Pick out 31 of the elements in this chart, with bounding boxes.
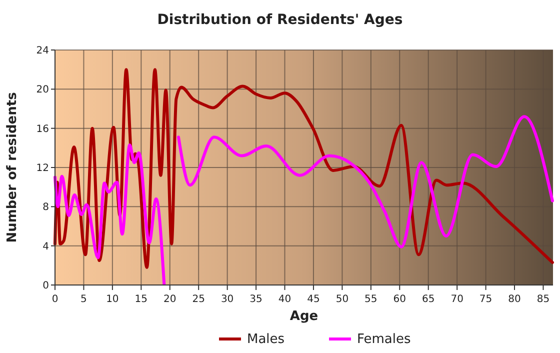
y-tick-label: 24 (36, 46, 49, 56)
line-series (54, 68, 554, 269)
x-axis-title: Age (290, 309, 318, 324)
y-tick-label: 8 (42, 202, 49, 214)
x-tick-label: 50 (336, 294, 349, 305)
x-tick-label: 80 (508, 294, 521, 305)
x-tick-label: 10 (106, 294, 119, 305)
x-tick-label: 40 (278, 294, 292, 305)
y-tick-label: 4 (42, 241, 49, 252)
x-tick-label: 85 (536, 294, 550, 305)
x-tick-label: 30 (220, 294, 234, 305)
x-tick-label: 15 (134, 294, 148, 305)
x-tick-label: 25 (192, 294, 205, 305)
x-tick-label: 35 (250, 294, 262, 305)
y-axis-title: Number of residents (5, 92, 20, 243)
y-tick-label: 12 (36, 163, 49, 174)
y-tick-label: 20 (36, 84, 49, 96)
x-tick-label: 55 (364, 294, 378, 305)
y-tick-label: 16 (36, 124, 49, 135)
x-tick-label: 75 (479, 294, 492, 305)
x-tick-label: 0 (52, 294, 58, 305)
x-tick-label: 65 (422, 294, 435, 305)
x-tick-label: 5 (80, 294, 87, 305)
legend-label: Females (357, 332, 412, 347)
x-tick-label: 20 (164, 294, 176, 305)
x-tick-label: 60 (393, 294, 406, 305)
x-tick-label: 45 (307, 294, 320, 305)
y-tick-label: 0 (42, 280, 49, 292)
chart-title: Distribution of Residents' Ages (157, 12, 403, 28)
x-tick-label: 70 (450, 294, 464, 305)
legend-label: Males (247, 332, 285, 347)
